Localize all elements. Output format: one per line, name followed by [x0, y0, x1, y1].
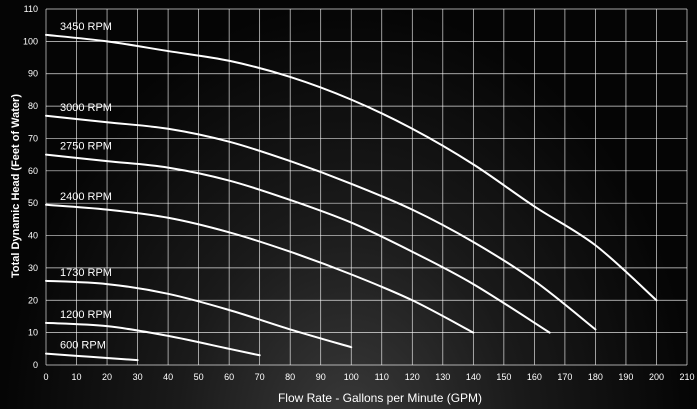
- series-label: 1730 RPM: [60, 267, 112, 279]
- x-tick-label: 10: [72, 372, 82, 382]
- y-tick-label: 50: [28, 198, 38, 208]
- x-axis-ticks: 0 10 20 30 40 50 60 70 80 90 100 110 120 130 140 150 160…: [43, 372, 694, 382]
- y-axis-title: Total Dynamic Head (Feet of Water): [10, 94, 22, 278]
- curve-600-rpm: [45, 352, 139, 362]
- performance-curves: [45, 33, 658, 362]
- curve-3450-rpm: [45, 33, 658, 302]
- x-axis-title: Flow Rate - Gallons per Minute (GPM): [278, 391, 482, 405]
- series-label: 3000 RPM: [60, 102, 112, 114]
- y-tick-label: 20: [28, 295, 38, 305]
- y-tick-label: 40: [28, 231, 38, 241]
- curve-1730-rpm: [45, 279, 353, 349]
- x-tick-label: 20: [102, 372, 112, 382]
- series-label: 3450 RPM: [60, 21, 112, 33]
- curve-2400-rpm: [45, 203, 475, 334]
- y-tick-label: 100: [23, 36, 38, 46]
- x-tick-label: 110: [375, 372, 389, 382]
- x-tick-label: 140: [466, 372, 481, 382]
- x-tick-label: 0: [43, 372, 48, 382]
- y-tick-label: 60: [28, 166, 38, 176]
- x-tick-label: 50: [194, 372, 204, 382]
- y-tick-label: 110: [24, 4, 38, 14]
- y-tick-label: 70: [28, 133, 38, 143]
- y-tick-label: 30: [28, 263, 38, 273]
- y-axis-ticks: 0 10 20 30 40 50 60 70 80 90 100 110: [23, 4, 38, 370]
- grid: [45, 8, 688, 366]
- series-label: 600 RPM: [60, 340, 106, 352]
- x-tick-label: 60: [224, 372, 234, 382]
- x-tick-label: 120: [405, 372, 420, 382]
- x-tick-label: 90: [316, 372, 326, 382]
- y-tick-label: 0: [33, 360, 38, 370]
- x-tick-label: 100: [344, 372, 359, 382]
- x-tick-label: 190: [618, 372, 633, 382]
- x-tick-label: 70: [255, 372, 265, 382]
- x-tick-label: 170: [557, 372, 572, 382]
- series-label: 1200 RPM: [60, 309, 112, 321]
- x-tick-label: 210: [679, 372, 694, 382]
- y-tick-label: 10: [28, 328, 38, 338]
- x-tick-label: 30: [133, 372, 143, 382]
- series-label: 2400 RPM: [60, 191, 112, 203]
- y-tick-label: 80: [28, 101, 38, 111]
- curve-2750-rpm: [45, 153, 551, 334]
- x-tick-label: 160: [527, 372, 542, 382]
- x-tick-label: 150: [496, 372, 511, 382]
- curve-3000-rpm: [45, 114, 597, 331]
- x-tick-label: 80: [285, 372, 295, 382]
- x-tick-label: 130: [435, 372, 450, 382]
- x-tick-label: 180: [588, 372, 603, 382]
- x-tick-label: 200: [649, 372, 664, 382]
- y-tick-label: 90: [28, 69, 38, 79]
- curve-1200-rpm: [45, 321, 261, 357]
- series-label: 2750 RPM: [60, 141, 112, 153]
- x-tick-label: 40: [163, 372, 173, 382]
- curve-labels: 3450 RPM 3000 RPM 2750 RPM 2400 RPM 1730 RPM…: [60, 21, 112, 352]
